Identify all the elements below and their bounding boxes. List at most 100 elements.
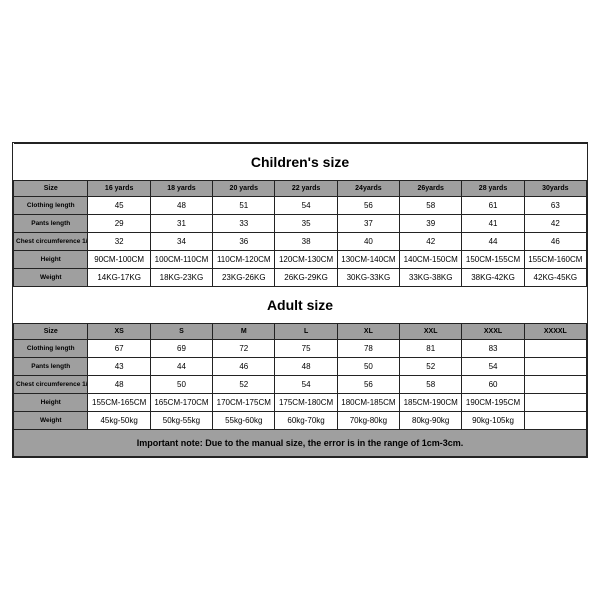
cell	[524, 340, 586, 358]
cell: 33	[213, 215, 275, 233]
row-label: Pants length	[14, 358, 88, 376]
cell: 39	[400, 215, 462, 233]
column-header-size: Size	[14, 181, 88, 197]
cell: 69	[150, 340, 212, 358]
cell: 90CM-100CM	[88, 251, 150, 269]
cell: 44	[150, 358, 212, 376]
cell: 175CM-180CM	[275, 394, 337, 412]
cell	[524, 376, 586, 394]
table-row: Clothing length67697275788183	[14, 340, 587, 358]
cell: 41	[462, 215, 524, 233]
cell: 46	[524, 233, 586, 251]
column-header: 20 yards	[213, 181, 275, 197]
cell: 185CM-190CM	[400, 394, 462, 412]
cell: 58	[400, 197, 462, 215]
cell: 67	[88, 340, 150, 358]
cell: 14KG-17KG	[88, 269, 150, 287]
cell: 60kg-70kg	[275, 412, 337, 430]
column-header: XS	[88, 324, 150, 340]
cell: 180CM-185CM	[337, 394, 399, 412]
row-label: Height	[14, 394, 88, 412]
important-note: Important note: Due to the manual size, …	[14, 430, 587, 457]
cell	[524, 358, 586, 376]
cell: 155CM-160CM	[524, 251, 586, 269]
cell: 70kg-80kg	[337, 412, 399, 430]
cell: 60	[462, 376, 524, 394]
cell: 72	[213, 340, 275, 358]
cell: 23KG-26KG	[213, 269, 275, 287]
cell: 51	[213, 197, 275, 215]
cell: 52	[213, 376, 275, 394]
cell: 45	[88, 197, 150, 215]
cell: 48	[150, 197, 212, 215]
table-row: Pants length43444648505254	[14, 358, 587, 376]
column-header: 24yards	[337, 181, 399, 197]
cell: 48	[275, 358, 337, 376]
row-label: Clothing length	[14, 197, 88, 215]
cell: 37	[337, 215, 399, 233]
cell: 81	[400, 340, 462, 358]
row-label: Height	[14, 251, 88, 269]
adult-title: Adult size	[14, 287, 587, 324]
cell: 50kg-55kg	[150, 412, 212, 430]
row-label: Clothing length	[14, 340, 88, 358]
cell: 32	[88, 233, 150, 251]
column-header: S	[150, 324, 212, 340]
cell: 170CM-175CM	[213, 394, 275, 412]
cell: 38KG-42KG	[462, 269, 524, 287]
row-label: Pants length	[14, 215, 88, 233]
cell: 190CM-195CM	[462, 394, 524, 412]
cell: 31	[150, 215, 212, 233]
cell: 56	[337, 197, 399, 215]
cell: 83	[462, 340, 524, 358]
table-row: Chest circumference 1/248505254565860	[14, 376, 587, 394]
row-label: Chest circumference 1/2	[14, 376, 88, 394]
cell: 42KG-45KG	[524, 269, 586, 287]
table-row: Chest circumference 1/23234363840424446	[14, 233, 587, 251]
cell: 40	[337, 233, 399, 251]
cell	[524, 412, 586, 430]
cell: 43	[88, 358, 150, 376]
size-table: Children's sizeSize16 yards18 yards20 ya…	[13, 143, 587, 457]
cell: 78	[337, 340, 399, 358]
cell: 50	[337, 358, 399, 376]
cell: 33KG-38KG	[400, 269, 462, 287]
column-header: XXL	[400, 324, 462, 340]
cell: 150CM-155CM	[462, 251, 524, 269]
cell: 18KG-23KG	[150, 269, 212, 287]
row-label: Chest circumference 1/2	[14, 233, 88, 251]
cell: 36	[213, 233, 275, 251]
cell: 56	[337, 376, 399, 394]
cell: 130CM-140CM	[337, 251, 399, 269]
column-header: 30yards	[524, 181, 586, 197]
cell: 52	[400, 358, 462, 376]
cell: 54	[462, 358, 524, 376]
column-header: 22 yards	[275, 181, 337, 197]
cell: 120CM-130CM	[275, 251, 337, 269]
cell: 61	[462, 197, 524, 215]
column-header: 18 yards	[150, 181, 212, 197]
children-title: Children's size	[14, 144, 587, 181]
cell: 54	[275, 197, 337, 215]
cell: 110CM-120CM	[213, 251, 275, 269]
column-header: 16 yards	[88, 181, 150, 197]
cell: 54	[275, 376, 337, 394]
column-header: M	[213, 324, 275, 340]
table-row: Height90CM-100CM100CM-110CM110CM-120CM12…	[14, 251, 587, 269]
column-header: L	[275, 324, 337, 340]
cell: 75	[275, 340, 337, 358]
row-label: Weight	[14, 412, 88, 430]
cell: 38	[275, 233, 337, 251]
column-header: XL	[337, 324, 399, 340]
cell: 26KG-29KG	[275, 269, 337, 287]
cell: 29	[88, 215, 150, 233]
cell: 44	[462, 233, 524, 251]
cell: 42	[524, 215, 586, 233]
cell: 155CM-165CM	[88, 394, 150, 412]
cell: 50	[150, 376, 212, 394]
table-row: Pants length2931333537394142	[14, 215, 587, 233]
cell	[524, 394, 586, 412]
cell: 63	[524, 197, 586, 215]
cell: 46	[213, 358, 275, 376]
cell: 42	[400, 233, 462, 251]
